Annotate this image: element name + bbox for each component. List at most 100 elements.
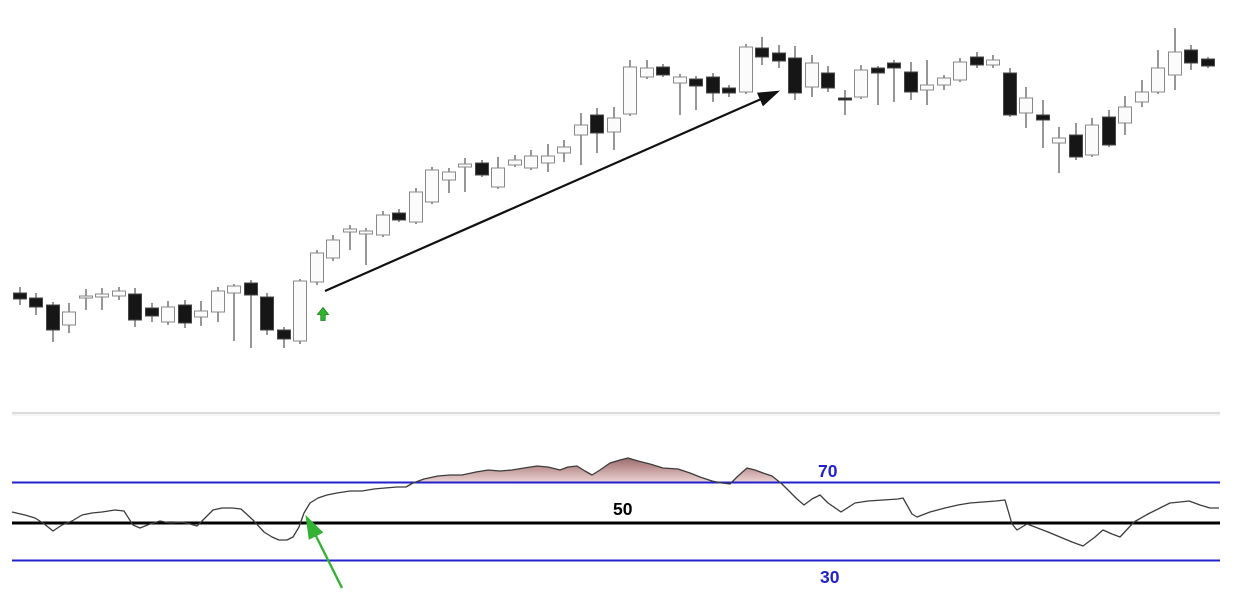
candle-body-down <box>46 304 60 331</box>
candle-body-up <box>211 290 225 313</box>
candle-body-up <box>953 61 967 81</box>
candle-body-down <box>1036 114 1050 121</box>
candle-body-up <box>937 77 951 86</box>
candle-body-down <box>1201 58 1215 67</box>
candle <box>805 55 819 97</box>
candle-body-down <box>706 76 720 94</box>
candle-body-down <box>1069 134 1083 158</box>
candle-body-up <box>524 155 538 169</box>
candle <box>788 46 802 100</box>
candle <box>755 37 769 65</box>
candle-body-up <box>343 228 357 233</box>
candle <box>128 288 142 327</box>
candle <box>1184 45 1198 70</box>
candle <box>376 211 390 237</box>
candle-body-up <box>458 163 472 168</box>
candle-body-down <box>970 56 984 66</box>
level-label-50: 50 <box>613 499 633 519</box>
candle-body-down <box>128 293 142 321</box>
candle <box>293 279 307 344</box>
candle <box>887 60 901 102</box>
candle-body-down <box>475 162 489 176</box>
candle <box>574 113 588 165</box>
candle <box>1085 118 1099 157</box>
candle-body-down <box>838 97 852 101</box>
candle-body-down <box>904 71 918 93</box>
candle-body-down <box>392 212 406 221</box>
candle <box>112 287 126 300</box>
oscillator-panel <box>11 457 1220 589</box>
candle <box>970 52 984 68</box>
candle-body-up <box>541 155 555 164</box>
level-label-70: 70 <box>818 461 838 481</box>
candle <box>260 293 274 335</box>
candle <box>475 160 489 177</box>
candle-body-down <box>1184 49 1198 64</box>
candle <box>821 66 835 92</box>
candle <box>920 60 934 105</box>
rsi-cross-signal-arrow <box>305 514 344 589</box>
candle <box>409 188 423 224</box>
candle <box>706 73 720 102</box>
rsi-overbought-fill <box>406 458 782 483</box>
candle-body-down <box>244 282 258 296</box>
candle <box>1102 110 1116 147</box>
candle <box>161 301 175 325</box>
candle-body-down <box>887 62 901 69</box>
candle-body-up <box>1135 91 1149 103</box>
candle-body-up <box>574 124 588 136</box>
candle <box>656 64 670 77</box>
candle-body-up <box>640 67 654 78</box>
candle <box>1052 127 1066 173</box>
candle-body-down <box>145 307 159 317</box>
candle <box>425 167 439 204</box>
candle <box>640 60 654 79</box>
candle-body-up <box>1118 106 1132 124</box>
candle <box>442 168 456 193</box>
candle-body-up <box>326 239 340 259</box>
candle-body-up <box>607 117 621 133</box>
candle <box>244 280 258 348</box>
candle-body-down <box>689 78 703 87</box>
candle <box>1168 28 1182 90</box>
candle <box>722 85 736 97</box>
candle <box>310 250 324 285</box>
candle <box>508 155 522 167</box>
candle <box>838 90 852 115</box>
candle <box>46 302 60 342</box>
candle <box>1151 50 1165 94</box>
candle <box>1135 80 1149 107</box>
candle <box>871 66 885 105</box>
candle-body-down <box>788 57 802 94</box>
candle-body-up <box>359 230 373 235</box>
candle <box>689 76 703 110</box>
candle <box>392 209 406 222</box>
candle-body-up <box>79 295 93 299</box>
candle-body-down <box>821 72 835 89</box>
candle <box>491 157 505 189</box>
candle-body-down <box>1102 116 1116 146</box>
candle <box>986 55 1000 68</box>
candle-body-up <box>805 62 819 88</box>
candle-body-up <box>62 311 76 326</box>
candle <box>937 75 951 90</box>
candle <box>673 74 687 115</box>
candle-body-up <box>95 293 109 298</box>
buy-signal-up-marker <box>316 306 330 321</box>
candle <box>904 62 918 100</box>
price-panel <box>13 28 1215 348</box>
candle-body-up <box>508 159 522 166</box>
candle <box>623 60 637 116</box>
candle-body-up <box>1052 137 1066 144</box>
candle-body-up <box>194 310 208 318</box>
candle-body-up <box>739 46 753 93</box>
candle-body-up <box>376 214 390 236</box>
candle-body-up <box>491 167 505 188</box>
candle-body-down <box>871 67 885 74</box>
rsi-line <box>11 457 1219 547</box>
candle <box>524 150 538 170</box>
candle <box>1118 96 1132 135</box>
panel-divider <box>12 412 1220 416</box>
candle <box>145 303 159 322</box>
